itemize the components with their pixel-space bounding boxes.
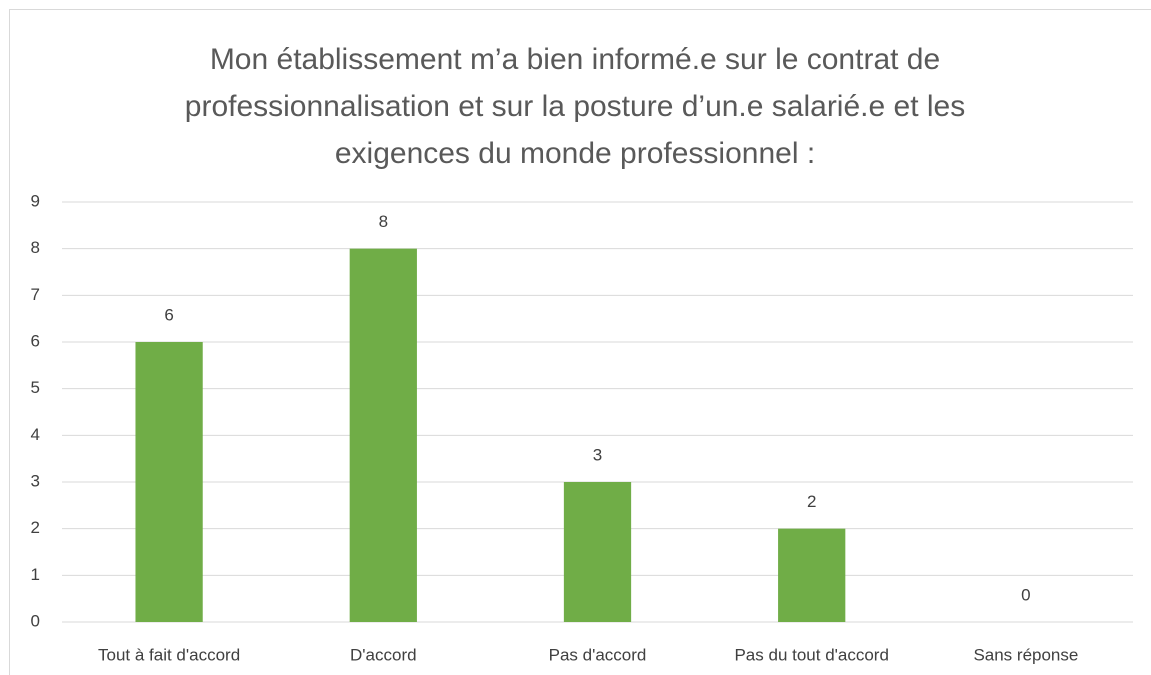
y-tick-label: 3 <box>31 471 40 490</box>
data-label: 2 <box>807 492 816 511</box>
chart-title: Mon établissement m’a bien informé.e sur… <box>184 43 966 170</box>
y-tick-label: 4 <box>31 425 40 444</box>
y-tick-label: 5 <box>31 378 40 397</box>
x-tick-label: Pas du tout d'accord <box>734 645 888 664</box>
bar <box>563 482 632 622</box>
bar <box>135 342 203 622</box>
x-tick-label: Pas d'accord <box>549 645 647 664</box>
y-tick-label: 2 <box>31 518 40 537</box>
data-label: 0 <box>1021 585 1030 604</box>
x-tick-label: D'accord <box>350 645 417 664</box>
bar <box>349 248 417 622</box>
x-tick-label: Sans réponse <box>973 645 1078 664</box>
y-tick-label: 0 <box>31 611 40 630</box>
y-tick-label: 6 <box>31 331 40 350</box>
chart-border <box>9 9 1151 675</box>
x-tick-label: Tout à fait d'accord <box>98 645 240 664</box>
data-label: 3 <box>593 445 602 464</box>
y-tick-label: 7 <box>31 285 40 304</box>
y-tick-label: 1 <box>31 565 40 584</box>
data-label: 6 <box>164 305 173 324</box>
bar <box>778 528 846 622</box>
y-tick-label: 8 <box>31 238 40 257</box>
data-label: 8 <box>379 212 388 231</box>
y-tick-label: 9 <box>31 191 40 210</box>
